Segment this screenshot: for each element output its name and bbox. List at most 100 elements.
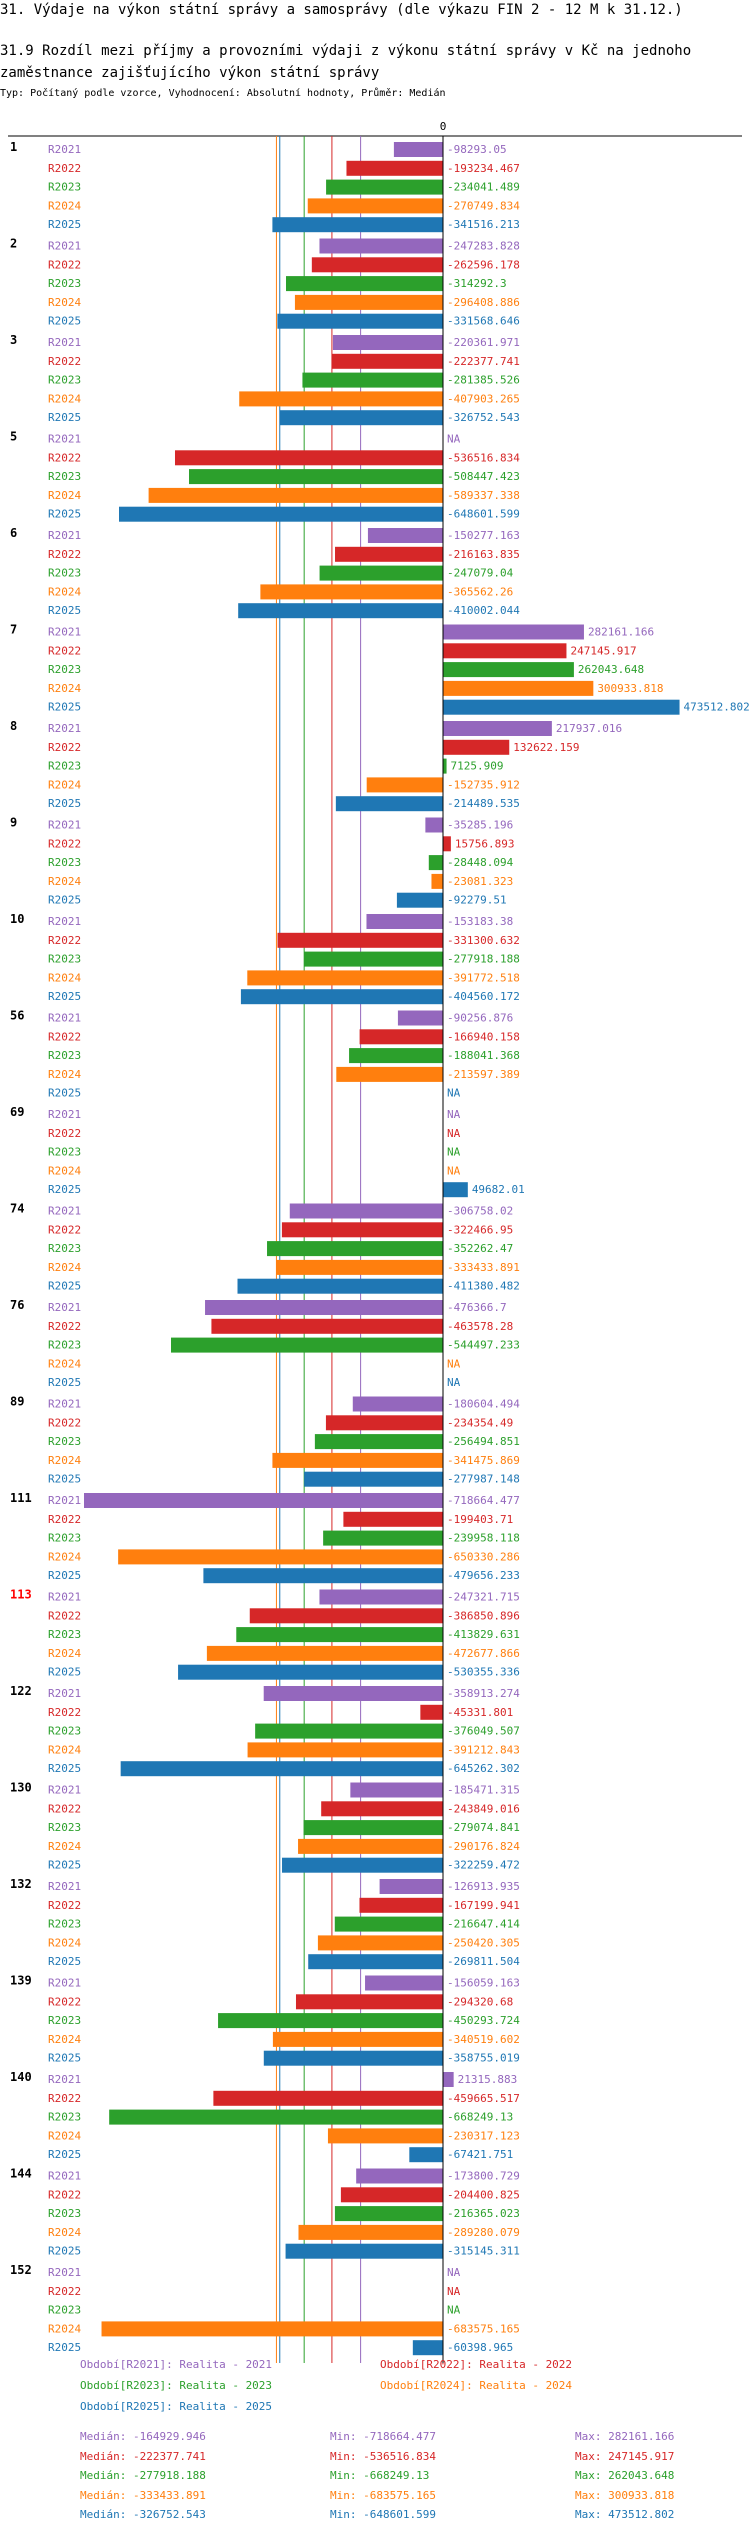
data-label: -589337.338: [447, 489, 520, 502]
data-label: -269811.504: [447, 1955, 520, 1968]
series-label: R2022: [48, 1030, 81, 1043]
bar: [189, 469, 443, 485]
bar: [272, 1452, 443, 1468]
series-label: R2023: [48, 277, 81, 290]
bar: [443, 643, 567, 659]
group-label: 152: [10, 2263, 32, 2277]
data-label: -220361.971: [447, 336, 520, 349]
data-label: -199403.71: [447, 1513, 513, 1526]
bar: [285, 276, 443, 292]
series-label: R2021: [48, 722, 81, 735]
series-label: R2024: [48, 1840, 81, 1853]
data-label: -279074.841: [447, 1821, 520, 1834]
series-label: R2024: [48, 2322, 81, 2335]
series-label: R2024: [48, 875, 81, 888]
stat-min: Min: -648601.599: [330, 2508, 436, 2521]
data-label: -326752.543: [447, 411, 520, 424]
stat-min: Min: -683575.165: [330, 2488, 436, 2502]
bar: [367, 528, 443, 543]
series-label: R2022: [48, 1223, 81, 1236]
bar: [298, 1838, 443, 1854]
stat-max: Max: 282161.166: [575, 2430, 675, 2443]
series-label: R2024: [48, 392, 81, 405]
data-label: -315145.311: [447, 2245, 520, 2258]
data-label: -67421.751: [447, 2148, 513, 2161]
bar: [84, 1493, 443, 1508]
group-label: 7: [10, 623, 17, 637]
series-label: R2024: [48, 296, 81, 309]
data-label: -352262.47: [447, 1242, 513, 1255]
data-label: -204400.825: [447, 2188, 520, 2201]
data-label: -126913.935: [447, 1880, 520, 1893]
group-label: 10: [10, 912, 24, 926]
series-label: R2025: [48, 2341, 81, 2354]
series-label: R2023: [48, 1821, 81, 1834]
data-label: NA: [447, 2285, 461, 2298]
bar: [289, 1203, 443, 1219]
bar: [303, 1820, 443, 1836]
bar: [366, 777, 443, 793]
bar: [334, 1916, 443, 1932]
bar: [359, 1029, 443, 1045]
data-label: -645262.302: [447, 1762, 520, 1775]
series-label: R2021: [48, 1205, 81, 1218]
bar: [294, 294, 443, 310]
data-label: -508447.423: [447, 470, 520, 483]
series-label: R2025: [48, 701, 81, 714]
bar: [277, 313, 443, 329]
group-label: 6: [10, 526, 17, 540]
data-label: -35285.196: [447, 819, 513, 832]
series-label: R2023: [48, 2014, 81, 2027]
series-label: R2022: [48, 1609, 81, 1622]
series-label: R2023: [48, 1146, 81, 1159]
data-label: -234041.489: [447, 181, 520, 194]
series-label: R2022: [48, 1416, 81, 1429]
stat-min: Min: -718664.477: [330, 2430, 436, 2443]
data-label: -391772.518: [447, 971, 520, 984]
data-label: -156059.163: [447, 1977, 520, 1990]
series-label: R2021: [48, 1012, 81, 1025]
stat-median: Medián: -164929.946: [80, 2430, 206, 2443]
bar: [240, 989, 443, 1005]
series-label: R2023: [48, 1049, 81, 1062]
bar: [272, 2031, 443, 2047]
data-label: -306758.02: [447, 1205, 513, 1218]
group-label: 89: [10, 1395, 24, 1409]
zero-tick-label: 0: [440, 120, 447, 133]
bar: [298, 2224, 443, 2240]
bar: [443, 758, 447, 774]
series-label: R2023: [48, 2207, 81, 2220]
data-label: NA: [447, 1087, 461, 1100]
data-label: -358913.274: [447, 1687, 520, 1700]
data-label: -213597.389: [447, 1068, 520, 1081]
bar: [263, 1686, 443, 1701]
stat-max: Max: 300933.818: [575, 2488, 675, 2502]
bar: [307, 198, 443, 214]
series-label: R2024: [48, 2033, 81, 2046]
bar: [178, 1664, 444, 1680]
data-label: -247079.04: [447, 567, 514, 580]
series-label: R2021: [48, 433, 81, 446]
data-label: NA: [447, 433, 461, 446]
data-label: 282161.166: [588, 626, 654, 639]
series-label: R2022: [48, 1706, 81, 1719]
group-label: 111: [10, 1491, 32, 1505]
data-label: -544497.233: [447, 1339, 520, 1352]
series-label: R2025: [48, 1087, 81, 1100]
bar: [349, 1048, 443, 1064]
bar: [205, 1300, 443, 1315]
bar: [148, 487, 444, 503]
bar: [443, 699, 680, 715]
series-label: R2021: [48, 2073, 81, 2086]
page-title: 31. Výdaje na výkon státní správy a samo…: [0, 2, 683, 18]
series-label: R2021: [48, 1784, 81, 1797]
data-label: -90256.876: [447, 1012, 513, 1025]
bar: [239, 391, 443, 407]
series-label: R2025: [48, 990, 81, 1003]
group-label: 9: [10, 816, 17, 830]
data-label: -322466.95: [447, 1223, 513, 1236]
bar: [277, 932, 443, 948]
data-label: -216647.414: [447, 1918, 520, 1931]
data-label: NA: [447, 1108, 461, 1121]
data-label: -718664.477: [447, 1494, 520, 1507]
